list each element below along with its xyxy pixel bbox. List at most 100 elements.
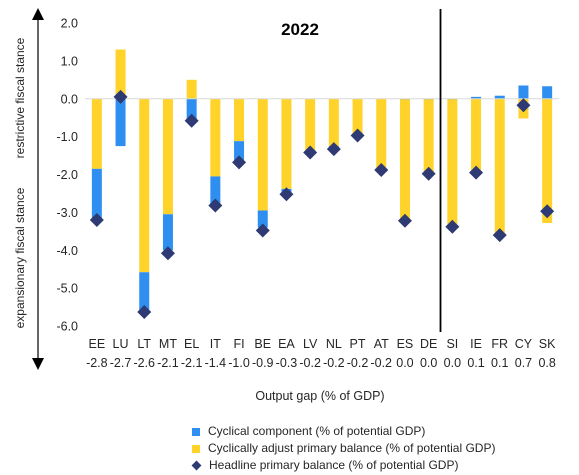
x-category-label: DE (420, 337, 437, 351)
x-category-label: BE (254, 337, 271, 351)
cyclical-bar (494, 95, 505, 99)
legend-item-cyclical: Cyclical component (% of potential GDP) (192, 423, 495, 440)
capb-bar (447, 98, 458, 227)
output-gap-label: 0.1 (491, 356, 508, 370)
legend-marker-headline (191, 460, 202, 471)
output-gap-label: 0.7 (515, 356, 532, 370)
capb-bar (352, 98, 363, 135)
headline-marker (303, 145, 318, 160)
x-category-label: FR (491, 337, 508, 351)
cyclical-bar (518, 85, 529, 99)
headline-marker (279, 187, 294, 202)
y-tick-label: -6.0 (56, 320, 78, 334)
capb-bar (494, 98, 505, 236)
output-gap-label: 0.0 (444, 356, 461, 370)
capb-bar (305, 98, 316, 152)
capb-bar (281, 98, 292, 189)
x-category-label: LV (303, 337, 318, 351)
x-category-label: ES (397, 337, 414, 351)
capb-bar (139, 98, 150, 273)
capb-bar (328, 98, 339, 147)
legend-label-capb: Cyclically adjust primary balance (% of … (208, 441, 496, 455)
capb-bar (234, 98, 245, 142)
expansionary-label: expansionary fiscal stance (13, 187, 27, 328)
headline-marker (492, 228, 507, 243)
output-gap-label: -1.0 (228, 356, 250, 370)
headline-marker (208, 198, 223, 213)
capb-bar (162, 98, 173, 215)
capb-bar (542, 98, 553, 223)
x-category-label: EE (89, 337, 106, 351)
headline-marker (184, 113, 199, 128)
chart-title: 2022 (281, 20, 319, 39)
x-category-label: EA (278, 337, 295, 351)
output-gap-label: 0.8 (538, 356, 555, 370)
capb-bar (257, 98, 268, 211)
y-tick-label: -1.0 (56, 130, 78, 144)
x-category-label: AT (374, 337, 389, 351)
legend-item-headline: Headline primary balance (% of potential… (191, 457, 495, 474)
headline-marker (397, 213, 412, 228)
fiscal-stance-chart: restrictive fiscal stance expansionary fi… (13, 8, 559, 403)
headline-marker (113, 89, 128, 104)
output-gap-label: -2.1 (157, 356, 179, 370)
output-gap-label: 0.0 (420, 356, 437, 370)
x-category-label: PT (350, 337, 366, 351)
headline-marker (350, 128, 365, 143)
output-gap-label: -2.6 (133, 356, 155, 370)
cyclical-bar (234, 141, 245, 161)
headline-marker (540, 204, 555, 219)
output-gap-label: -1.4 (205, 356, 227, 370)
output-gap-label: -0.2 (299, 356, 321, 370)
legend-swatch-capb (192, 444, 200, 453)
y-tick-label: 0.0 (61, 92, 78, 106)
output-gap-label: -2.7 (110, 356, 132, 370)
capb-bar (471, 98, 482, 171)
x-category-label: NL (326, 337, 342, 351)
capb-bar (115, 49, 126, 99)
headline-marker (469, 165, 484, 180)
x-category-label: CY (515, 337, 533, 351)
cyclical-bar (139, 272, 150, 312)
x-category-label: IT (210, 337, 221, 351)
y-tick-label: -5.0 (56, 282, 78, 296)
legend-label-headline: Headline primary balance (% of potential… (209, 458, 459, 472)
capb-bar (376, 98, 387, 169)
headline-marker (255, 223, 270, 238)
output-gap-label: -0.3 (276, 356, 298, 370)
arrow-up-icon (32, 8, 44, 20)
cyclical-bar (210, 176, 221, 205)
x-category-label: LT (137, 337, 151, 351)
output-gap-label: -0.9 (252, 356, 274, 370)
output-gap-label: 0.1 (467, 356, 484, 370)
cyclical-bar (115, 98, 126, 147)
arrow-down-icon (32, 358, 44, 370)
output-gap-label: -0.2 (370, 356, 392, 370)
y-tick-label: -2.0 (56, 168, 78, 182)
y-tick-label: -4.0 (56, 244, 78, 258)
capb-bar (210, 98, 221, 177)
headline-marker (137, 304, 152, 319)
y-tick-label: 1.0 (61, 54, 78, 68)
capb-bar (399, 98, 410, 220)
cyclical-bar (91, 168, 102, 220)
output-gap-label: 0.0 (396, 356, 413, 370)
x-category-label: LU (113, 337, 129, 351)
x-category-label: FI (233, 337, 244, 351)
y-tick-label: -3.0 (56, 206, 78, 220)
x-category-label: EL (184, 337, 199, 351)
cyclical-bar (162, 214, 173, 251)
headline-marker (326, 142, 341, 157)
output-gap-label: -2.8 (86, 356, 108, 370)
headline-marker (421, 166, 436, 181)
legend-item-capb: Cyclically adjust primary balance (% of … (192, 440, 495, 457)
y-tick-label: 2.0 (61, 17, 78, 31)
cyclical-bar (471, 96, 482, 99)
headline-marker (374, 162, 389, 177)
capb-bar (423, 98, 434, 173)
cyclical-bar (186, 98, 197, 122)
output-gap-label: -2.1 (181, 356, 203, 370)
cyclical-bar (257, 210, 268, 228)
x-category-label: SK (539, 337, 556, 351)
